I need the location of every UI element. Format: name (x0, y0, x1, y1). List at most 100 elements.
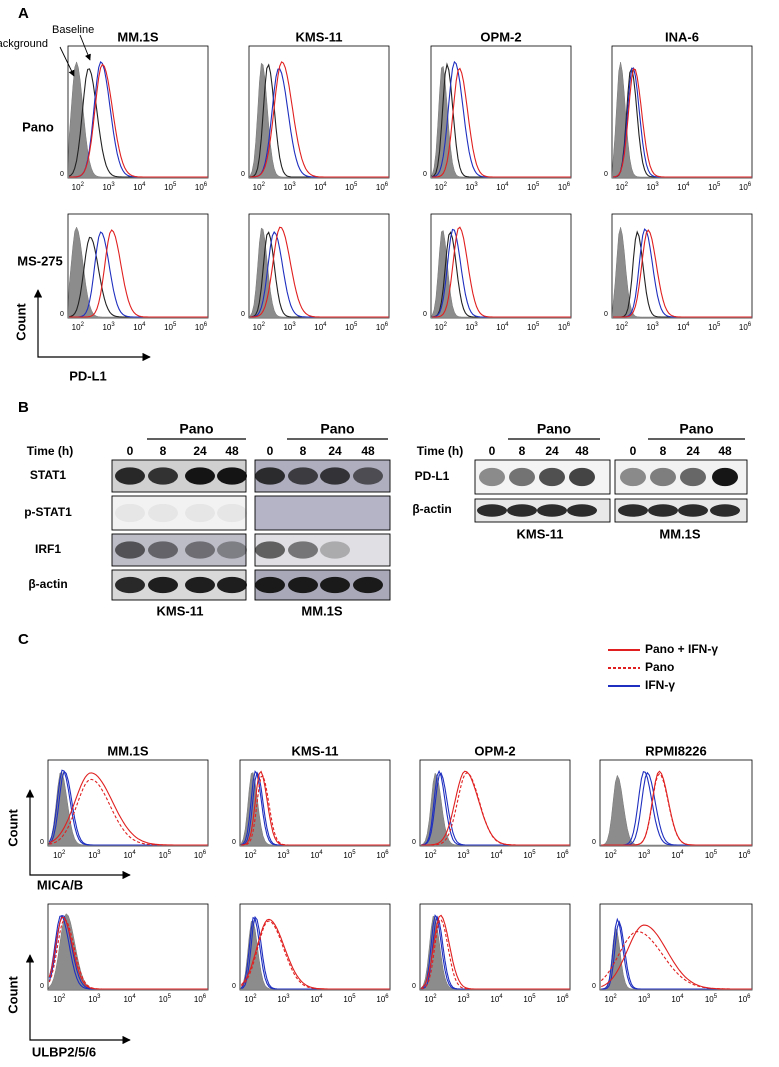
tick-exponent: 4 (323, 182, 327, 188)
tick-exponent: 2 (625, 322, 629, 328)
band (217, 467, 247, 485)
x-tick-label: 106 (376, 994, 389, 1005)
tick-base: 10 (556, 995, 565, 1004)
tick-exponent: 5 (532, 850, 536, 856)
tick-exponent: 2 (625, 182, 629, 188)
histogram-curve (613, 68, 752, 178)
band (255, 467, 285, 485)
tick-base: 10 (605, 995, 614, 1004)
blot-row-label: STAT1 (30, 468, 67, 482)
tick-base: 10 (457, 851, 466, 860)
band (185, 576, 215, 594)
tick-exponent: 3 (474, 322, 478, 328)
cell-line-label: MM.1S (301, 603, 343, 618)
band (537, 504, 567, 517)
tick-base: 10 (705, 851, 714, 860)
x-tick-label: 104 (490, 994, 503, 1005)
time-axis-label: Time (h) (417, 444, 463, 458)
x-tick-label: 105 (705, 850, 718, 861)
tick-base: 10 (283, 183, 292, 192)
tick-base: 10 (708, 183, 717, 192)
tick-exponent: 2 (81, 182, 85, 188)
x-tick-label: 103 (283, 322, 296, 333)
histogram-curves (430, 226, 572, 319)
tick-base: 10 (457, 995, 466, 1004)
y-axis-label: Count (5, 809, 20, 847)
time-label: 48 (575, 444, 589, 458)
tick-base: 10 (523, 995, 532, 1004)
x-tick-label: 103 (102, 322, 115, 333)
x-tick-label: 103 (457, 850, 470, 861)
band (148, 503, 178, 523)
x-tick-label: 104 (123, 994, 136, 1005)
tick-exponent: 4 (686, 322, 690, 328)
band (479, 467, 505, 487)
axis-arrow (33, 289, 151, 362)
x-tick-label: 104 (310, 850, 323, 861)
tick-exponent: 5 (173, 322, 177, 328)
histogram-curves (599, 770, 753, 847)
band (288, 467, 318, 485)
tick-exponent: 5 (536, 322, 540, 328)
treatment-label: Pano (679, 421, 713, 437)
axis-arrow (25, 789, 131, 880)
band (288, 576, 318, 594)
x-tick-label: 104 (133, 182, 146, 193)
histogram-curves (248, 61, 390, 179)
blot-row-label: β-actin (28, 577, 67, 591)
band (507, 504, 537, 517)
tick-base: 10 (244, 851, 253, 860)
axis-arrow (25, 954, 131, 1045)
tick-base: 10 (343, 851, 352, 860)
x-tick-label: 102 (53, 850, 66, 861)
legend-label: Pano (645, 660, 674, 674)
tick-exponent: 6 (567, 322, 571, 328)
blot-row-label: IRF1 (35, 542, 61, 556)
tick-base: 10 (277, 995, 286, 1004)
time-label: 8 (160, 444, 167, 458)
tick-exponent: 3 (111, 182, 115, 188)
cell-line-title: KMS-11 (292, 743, 339, 758)
x-tick-label: 103 (646, 322, 659, 333)
tick-exponent: 3 (655, 182, 659, 188)
x-tick-label: 104 (314, 182, 327, 193)
y-tick-label: 0 (604, 171, 608, 178)
tick-exponent: 5 (714, 850, 718, 856)
tick-base: 10 (159, 995, 168, 1004)
time-label: 24 (193, 444, 207, 458)
tick-base: 10 (424, 851, 433, 860)
tick-exponent: 3 (292, 322, 296, 328)
tick-base: 10 (164, 323, 173, 332)
tick-exponent: 6 (203, 994, 207, 1000)
time-label: 0 (127, 444, 134, 458)
band (353, 576, 383, 594)
x-tick-label: 104 (496, 182, 509, 193)
x-tick-label: 105 (527, 182, 540, 193)
tick-base: 10 (72, 183, 81, 192)
tick-exponent: 4 (499, 994, 503, 1000)
tick-base: 10 (527, 183, 536, 192)
tick-base: 10 (159, 851, 168, 860)
y-tick-label: 0 (412, 983, 416, 990)
tick-exponent: 4 (505, 322, 509, 328)
blot-row-label: β-actin (412, 502, 451, 516)
row-label: MS-275 (17, 253, 63, 268)
x-tick-label: 105 (343, 850, 356, 861)
cell-line-title: OPM-2 (474, 743, 515, 758)
tick-base: 10 (490, 851, 499, 860)
tick-exponent: 2 (253, 994, 257, 1000)
y-tick-label: 0 (40, 839, 44, 846)
tick-exponent: 2 (62, 994, 66, 1000)
panel-label: C (18, 631, 29, 648)
band (148, 467, 178, 485)
tick-base: 10 (558, 183, 567, 192)
histogram-curve (69, 63, 208, 178)
histogram-curve (601, 924, 752, 990)
tick-base: 10 (253, 323, 262, 332)
tick-base: 10 (133, 183, 142, 192)
histogram-curve (241, 775, 390, 846)
tick-exponent: 3 (286, 850, 290, 856)
tick-base: 10 (496, 323, 505, 332)
x-tick-label: 102 (424, 994, 437, 1005)
y-tick-label: 0 (232, 983, 236, 990)
